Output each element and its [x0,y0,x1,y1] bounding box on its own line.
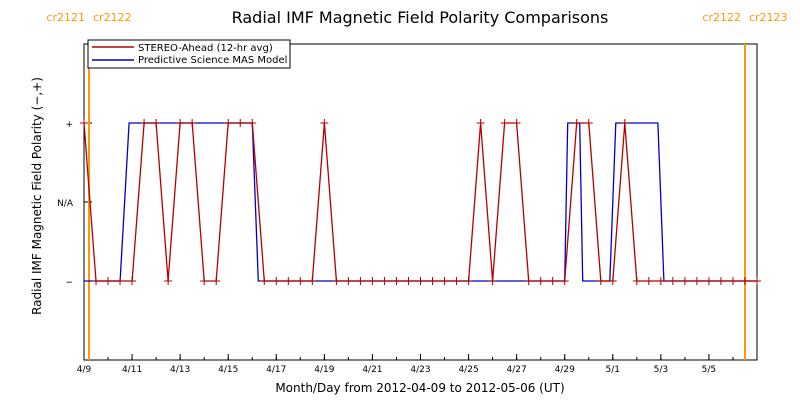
stereo-point [452,277,461,285]
stereo-point [104,277,113,285]
stereo-point [440,277,449,285]
stereo-point [224,119,233,127]
stereo-point [260,277,269,285]
stereo-point [428,277,437,285]
stereo-point [668,277,677,285]
plot-frame [83,43,758,361]
legend-box [87,39,291,69]
stereo-point [344,277,353,285]
x-tick-label: 4/21 [362,365,382,375]
stereo-point [380,277,389,285]
stereo-point [176,119,185,127]
y-tick-label: + [65,120,73,130]
stereo-point [80,119,88,127]
stereo-point [200,277,209,285]
x-axis-label: Month/Day from 2012-04-09 to 2012-05-06 … [275,381,564,395]
stereo-point [560,277,569,285]
stereo-point [584,119,593,127]
stereo-point [704,277,713,285]
stereo-point [284,277,293,285]
stereo-point [116,277,125,285]
stereo-point [488,277,497,285]
x-tick-label: 4/13 [170,365,190,375]
stereo-point [656,277,665,285]
stereo-point [296,277,305,285]
x-tick-label: 4/27 [507,365,527,375]
legend-stereo-label: STEREO-Ahead (12-hr avg) [138,43,273,54]
x-tick-label: 4/29 [555,365,575,375]
x-tick-label: 5/3 [654,365,668,375]
stereo-point [500,119,509,127]
carrington-label-right: cr2122 [93,11,132,24]
x-tick-label: 4/25 [458,365,478,375]
carrington-label-left: cr2122 [702,11,741,24]
stereo-point [620,119,629,127]
stereo-point [716,277,725,285]
carrington-label-right: cr2123 [749,11,788,24]
x-tick-label: 5/5 [702,365,716,375]
stereo-point [476,119,485,127]
stereo-point [740,277,749,285]
legend-model-label: Predictive Science MAS Model [138,55,287,66]
stereo-point [392,277,401,285]
stereo-point [692,277,701,285]
y-tick-label: N/A [57,199,74,209]
x-tick-label: 4/19 [314,365,334,375]
stereo-point [272,277,281,285]
stereo-point [536,277,545,285]
stereo-point [404,277,413,285]
x-tick-label: 4/23 [410,365,430,375]
stereo-point [332,277,341,285]
carrington-rotation-lines [88,44,746,360]
stereo-point [164,277,173,285]
stereo-point [464,277,473,285]
series-model-line [84,122,757,282]
x-tick-label: 5/1 [606,365,620,375]
stereo-point [632,277,641,285]
stereo-point [128,277,137,285]
stereo-point [92,277,101,285]
stereo-point [188,119,197,127]
x-tick-label: 4/11 [122,365,142,375]
y-axis-ticks: − N/A + [57,120,92,288]
x-tick-label: 4/15 [218,365,238,375]
carrington-label-left: cr2121 [46,11,85,24]
model-path [84,122,757,282]
stereo-point [680,277,689,285]
stereo-point [753,277,761,285]
stereo-point [608,277,617,285]
x-tick-label: 4/17 [266,365,286,375]
stereo-point [728,277,737,285]
stereo-point [320,119,329,127]
series-stereo-line [80,119,761,285]
stereo-point [368,277,377,285]
x-axis-ticks: 4/9 4/11 4/13 4/15 4/17 4/19 4/21 4/23 4/25 4/27 4… [77,354,758,375]
legend: STEREO-Ahead (12-hr avg) Predictive Scie… [87,39,291,69]
stereo-point [356,277,365,285]
stereo-point [140,119,149,127]
stereo-point [416,277,425,285]
stereo-point [644,277,653,285]
y-tick-label: − [65,278,73,288]
stereo-point [152,119,161,127]
stereo-point [572,119,581,127]
stereo-point [524,277,533,285]
stereo-path [83,122,757,282]
stereo-point [212,277,221,285]
x-tick-label: 4/9 [77,365,92,375]
stereo-point [236,119,245,127]
stereo-point [548,277,557,285]
carrington-labels: cr2121 cr2122 cr2122 cr2123 [46,11,787,24]
stereo-point [596,277,605,285]
chart-title: Radial IMF Magnetic Field Polarity Compa… [232,8,609,27]
y-axis-label: Radial IMF Magnetic Field Polarity (−,+) [30,77,44,315]
stereo-point [248,119,257,127]
stereo-point [308,277,317,285]
stereo-point [512,119,521,127]
